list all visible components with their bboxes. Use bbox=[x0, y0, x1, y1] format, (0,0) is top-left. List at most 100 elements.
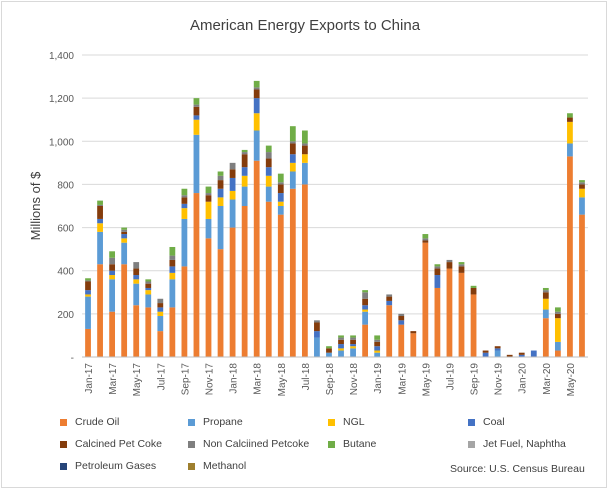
bar-segment bbox=[121, 242, 128, 265]
bar-segment bbox=[362, 305, 369, 310]
bar-segment bbox=[121, 229, 128, 232]
bar-segment bbox=[181, 195, 188, 198]
bar-segment bbox=[181, 188, 188, 196]
bar-segment bbox=[386, 305, 393, 357]
bar-segment bbox=[97, 231, 103, 265]
bar-segment bbox=[410, 333, 417, 357]
legend-label: Methanol bbox=[203, 460, 247, 472]
bar-segment bbox=[362, 311, 369, 325]
x-tick-label: May-17 bbox=[132, 363, 143, 397]
bar-segment bbox=[289, 141, 296, 144]
legend-swatch bbox=[188, 418, 195, 426]
y-tick-label: - bbox=[71, 353, 74, 364]
bar-segment bbox=[181, 208, 188, 219]
bar-segment bbox=[205, 201, 212, 219]
bar-segment bbox=[422, 242, 429, 357]
bar-segment bbox=[169, 272, 176, 280]
bar-segment bbox=[145, 287, 152, 291]
bar-segment bbox=[169, 255, 176, 260]
bar-segment bbox=[470, 285, 477, 288]
bar-segment bbox=[326, 346, 332, 349]
bar-segment bbox=[193, 119, 200, 135]
bar-segment bbox=[109, 257, 116, 265]
bar-segment bbox=[109, 270, 116, 276]
bar-segment bbox=[518, 352, 525, 355]
bar-segment bbox=[241, 154, 248, 168]
bar-segment bbox=[133, 275, 140, 280]
bar-segment bbox=[362, 309, 369, 312]
legend-label: Coal bbox=[483, 416, 505, 428]
bar-segment bbox=[326, 348, 332, 353]
bar-segment bbox=[350, 339, 356, 345]
bar-segment bbox=[157, 331, 164, 357]
bar-segment bbox=[579, 197, 585, 215]
bar-segment bbox=[241, 206, 248, 357]
bar-segment bbox=[133, 268, 140, 276]
bar-segment bbox=[85, 296, 91, 329]
bar-segment bbox=[434, 275, 441, 288]
legend-label: Propane bbox=[203, 416, 243, 428]
bar-segment bbox=[121, 231, 128, 235]
bar-segment bbox=[398, 324, 405, 357]
bar-segment bbox=[157, 298, 164, 304]
bar-segment bbox=[145, 279, 152, 282]
bar-segment bbox=[229, 169, 236, 178]
bar-segment bbox=[205, 238, 212, 357]
legend-label: Petroleum Gases bbox=[75, 460, 157, 472]
x-tick-label: Nov-18 bbox=[349, 363, 360, 396]
bar-segment bbox=[567, 143, 573, 157]
bar-segment bbox=[518, 354, 525, 357]
bar-segment bbox=[133, 262, 140, 269]
bar-segment bbox=[374, 335, 381, 340]
bar-segment bbox=[289, 188, 296, 357]
bar-segment bbox=[205, 186, 212, 194]
x-tick-label: May-19 bbox=[421, 363, 432, 397]
bar-segment bbox=[289, 162, 296, 172]
bar-segment bbox=[374, 341, 381, 347]
bar-segment bbox=[374, 350, 381, 353]
bar-segment bbox=[193, 98, 200, 105]
bar-segment bbox=[326, 352, 332, 357]
bar-segment bbox=[253, 98, 260, 114]
bar-segment bbox=[121, 238, 128, 243]
bar-segment bbox=[133, 279, 140, 284]
bar-segment bbox=[241, 186, 248, 206]
bar-segment bbox=[446, 268, 453, 357]
legend-swatch bbox=[60, 440, 67, 448]
bar-segment bbox=[386, 300, 393, 306]
bar-segment bbox=[422, 238, 429, 241]
bar-segment bbox=[386, 294, 393, 297]
x-tick-label: Sep-19 bbox=[470, 363, 481, 396]
x-tick-label: Jul-17 bbox=[156, 363, 167, 391]
bar-segment bbox=[289, 126, 296, 142]
bar-segment bbox=[482, 350, 489, 353]
bar-segment bbox=[133, 283, 140, 306]
chart-legend: Crude Oil Propane NGL Coal Calcined Pet Coke… bbox=[60, 410, 600, 482]
bar-segment bbox=[567, 121, 573, 144]
legend-item: Butane bbox=[328, 438, 376, 450]
bar-segment bbox=[314, 320, 320, 323]
y-tick-label: 200 bbox=[57, 310, 74, 321]
x-tick-label: Sep-17 bbox=[180, 363, 191, 396]
bar-segment bbox=[193, 106, 200, 116]
bar-segment bbox=[241, 175, 248, 187]
legend-swatch bbox=[188, 440, 195, 448]
bar-segment bbox=[109, 264, 116, 271]
bar-segment bbox=[145, 294, 152, 308]
bar-segment bbox=[350, 337, 356, 340]
bar-segment bbox=[229, 190, 236, 200]
bar-segment bbox=[554, 318, 561, 342]
bar-segment bbox=[398, 313, 405, 317]
bar-segment bbox=[289, 154, 296, 163]
bar-segment bbox=[554, 313, 561, 319]
bar-segment bbox=[217, 206, 224, 250]
y-tick-label: 400 bbox=[57, 267, 74, 278]
bar-segment bbox=[470, 287, 477, 295]
bar-segment bbox=[97, 218, 103, 224]
bar-segment bbox=[362, 298, 369, 306]
bar-segment bbox=[289, 143, 296, 155]
bar-segment bbox=[229, 177, 236, 191]
bar-segment bbox=[277, 206, 284, 215]
legend-swatch bbox=[468, 440, 475, 448]
